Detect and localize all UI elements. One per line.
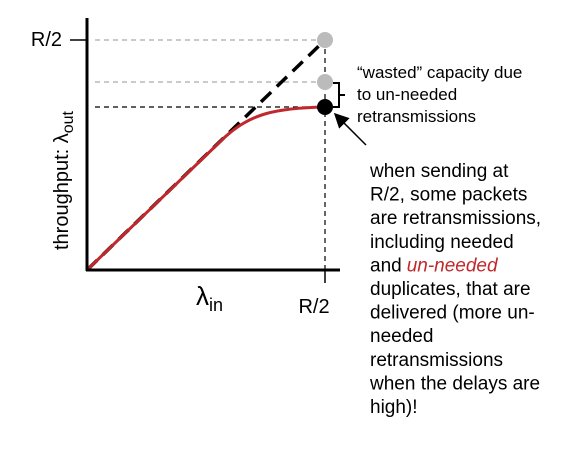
x-label-main: λ [196, 281, 209, 311]
x-axis-label: λin [196, 281, 223, 315]
note-line: and un-needed [370, 255, 499, 276]
point [317, 99, 333, 115]
throughput-curve [85, 105, 326, 272]
note-line: retransmissions [370, 350, 503, 371]
point [317, 32, 333, 48]
x-tick-label: R/2 [298, 296, 329, 318]
wasted-line: to un-needed [357, 85, 457, 104]
bracket [333, 82, 345, 108]
note-line: needed [370, 326, 433, 347]
x-label-sub: in [209, 295, 223, 315]
note-line: are retransmissions, [370, 208, 541, 229]
point [317, 74, 333, 90]
y-tick-label: R/2 [31, 29, 62, 51]
note-line: when sending at [369, 161, 509, 182]
y-label-sub: out [60, 110, 77, 133]
note-line: R/2, some packets [370, 185, 527, 206]
note-line: high)! [370, 397, 418, 418]
y-axis-label: throughput: λout [51, 110, 77, 250]
note-emphasis: un-needed [407, 255, 499, 276]
note-line: including needed [370, 232, 514, 253]
wasted-line: retransmissions [357, 107, 476, 126]
wasted-note: “wasted” capacity due to un-needed retrans… [357, 63, 522, 126]
note-line: duplicates, that are [370, 279, 531, 300]
wasted-line: “wasted” capacity due [357, 63, 522, 82]
note-text: and [370, 255, 402, 276]
note-line: when the delays are [369, 373, 540, 394]
arrow [333, 112, 367, 146]
y-label-main: throughput: λ [51, 133, 73, 250]
note-line: delivered (more un- [370, 303, 535, 324]
